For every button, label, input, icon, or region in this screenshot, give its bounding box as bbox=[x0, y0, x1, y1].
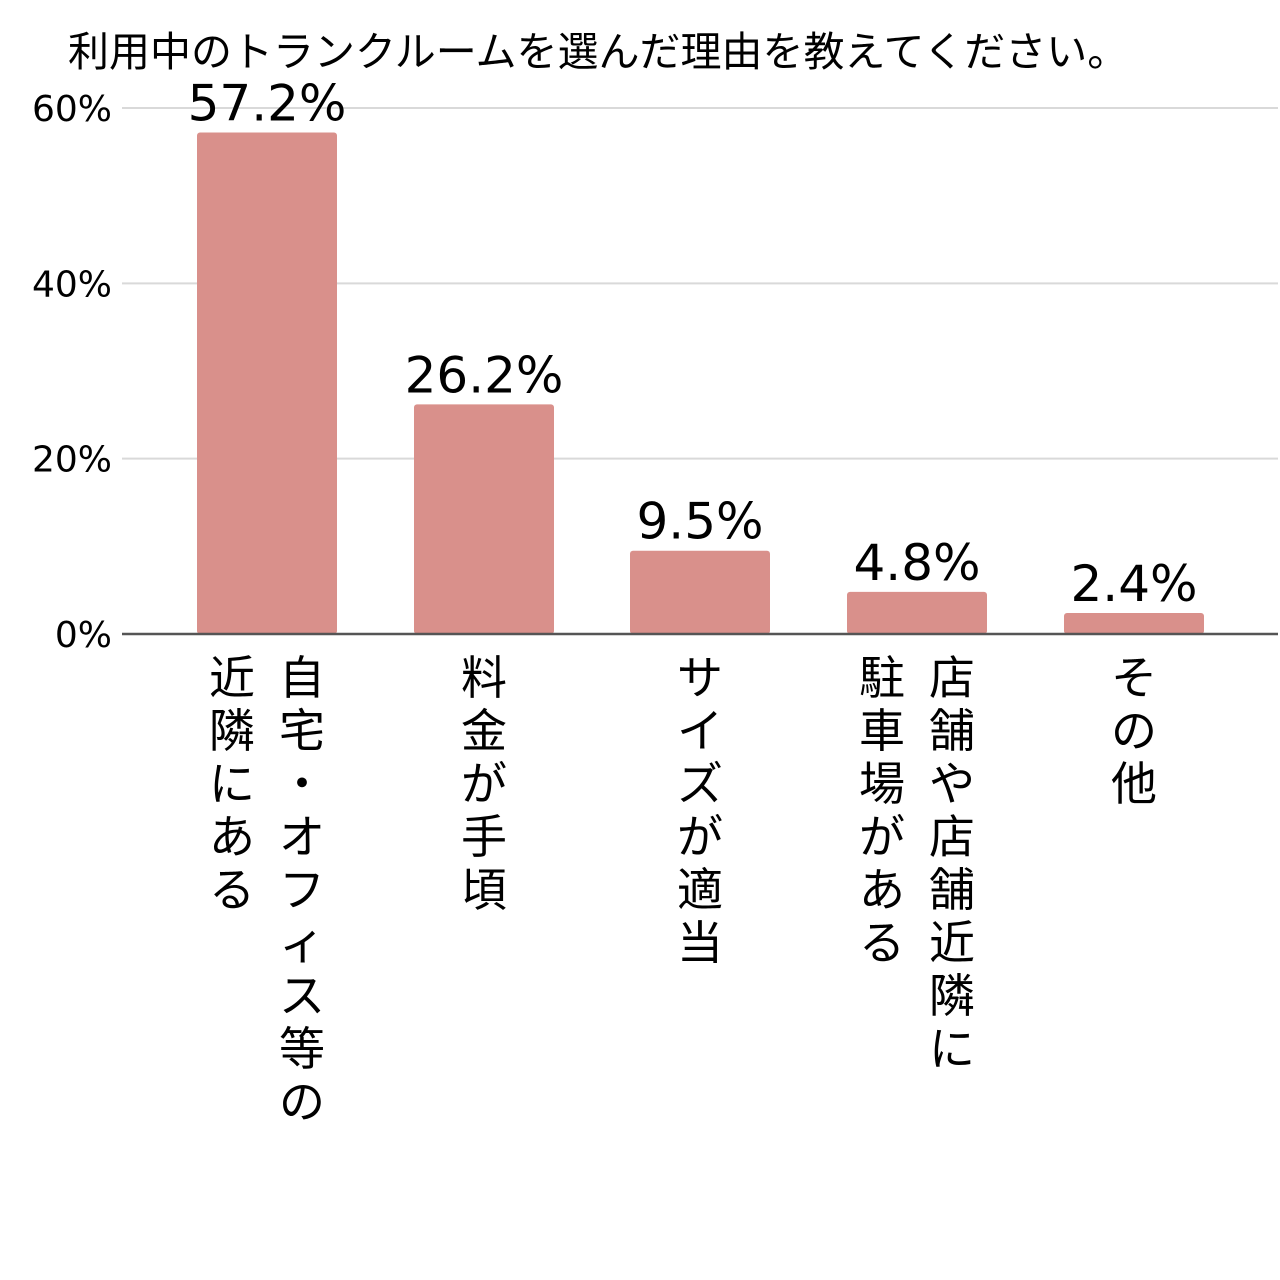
category-label: その他 bbox=[1111, 651, 1157, 811]
category-label: 駐車場がある bbox=[859, 651, 905, 970]
category-label-char: 適 bbox=[677, 863, 723, 917]
y-tick-label: 60% bbox=[32, 89, 112, 130]
data-label: 26.2% bbox=[405, 346, 564, 404]
category-label-char: 金 bbox=[461, 704, 507, 758]
category-label-char: が bbox=[677, 810, 723, 864]
category-label-char: 料 bbox=[461, 651, 507, 705]
category-label-char: 近 bbox=[929, 916, 975, 970]
bar bbox=[1064, 612, 1204, 634]
category-label: 店舗や店舗近隣に bbox=[929, 651, 975, 1076]
category-label-char: 車 bbox=[859, 704, 905, 758]
category-label-char: 近 bbox=[209, 651, 255, 705]
data-label: 57.2% bbox=[188, 75, 347, 133]
category-label-char: あ bbox=[859, 863, 905, 917]
category-label-char: サ bbox=[677, 651, 723, 705]
category-label: 自宅・オフィス等の bbox=[279, 651, 325, 1129]
category-label-char: が bbox=[859, 810, 905, 864]
category-label-char: 隣 bbox=[209, 704, 255, 758]
category-label-char: フ bbox=[279, 863, 325, 917]
category-label-char: 手 bbox=[461, 810, 507, 864]
category-label-char: 駐 bbox=[859, 651, 905, 705]
data-label: 4.8% bbox=[853, 534, 980, 592]
y-tick-label: 0% bbox=[55, 615, 112, 656]
category-label-char: 当 bbox=[677, 916, 723, 970]
category-label: 近隣にある bbox=[209, 651, 255, 917]
bar bbox=[630, 550, 770, 634]
y-tick-label: 20% bbox=[32, 440, 112, 481]
category-label-char: 頃 bbox=[461, 863, 507, 917]
bar bbox=[197, 132, 337, 634]
category-label-char: る bbox=[209, 863, 255, 917]
category-label-char: 宅 bbox=[279, 704, 325, 758]
category-label: サイズが適当 bbox=[677, 651, 723, 970]
category-label-char: そ bbox=[1111, 651, 1157, 705]
category-label-char: オ bbox=[279, 810, 325, 864]
category-label-char: ・ bbox=[279, 757, 325, 811]
category-label-char: 舗 bbox=[929, 863, 975, 917]
category-label-char: ィ bbox=[279, 916, 325, 970]
category-label-char: 店 bbox=[929, 651, 975, 705]
category-label-char: の bbox=[1111, 704, 1157, 758]
bar bbox=[414, 404, 554, 634]
category-label-char: に bbox=[209, 757, 255, 811]
data-label: 2.4% bbox=[1070, 555, 1197, 613]
category-label-char: ス bbox=[279, 969, 325, 1023]
category-label-char: る bbox=[859, 916, 905, 970]
category-label-char: イ bbox=[677, 704, 723, 758]
category-label-char: 舗 bbox=[929, 704, 975, 758]
category-label-char: 隣 bbox=[929, 969, 975, 1023]
y-tick-label: 40% bbox=[32, 264, 112, 305]
chart-title: 利用中のトランクルームを選んだ理由を教えてください。 bbox=[68, 28, 1129, 76]
category-label-char: や bbox=[929, 757, 975, 811]
data-label: 9.5% bbox=[636, 493, 763, 551]
category-label-char: 店 bbox=[929, 810, 975, 864]
category-label-char: あ bbox=[209, 810, 255, 864]
category-label-char: 等 bbox=[279, 1022, 325, 1076]
category-label-char: ズ bbox=[677, 757, 723, 811]
category-label-char: 他 bbox=[1111, 757, 1157, 811]
category-label-char: に bbox=[929, 1022, 975, 1076]
bar bbox=[847, 591, 987, 634]
category-label-char: 場 bbox=[859, 757, 905, 811]
category-label-char: 自 bbox=[279, 651, 325, 705]
category-label-char: の bbox=[279, 1075, 325, 1129]
category-label-char: が bbox=[461, 757, 507, 811]
category-label: 料金が手頃 bbox=[461, 651, 507, 917]
